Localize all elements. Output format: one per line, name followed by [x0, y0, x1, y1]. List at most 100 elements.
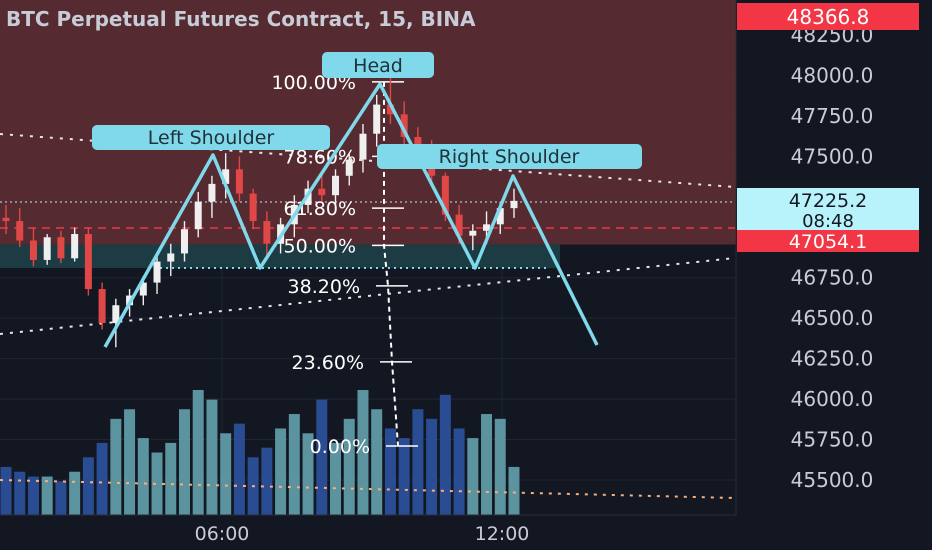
candle [153, 253, 161, 294]
fib-level-label: 38.20% [288, 276, 360, 298]
candle [194, 191, 202, 238]
fib-level-label: 50.00% [284, 235, 356, 257]
candle-timer-text: 08:48 [802, 211, 854, 232]
candle [222, 153, 230, 199]
candle-body [441, 175, 449, 215]
candle-body [483, 224, 491, 231]
volume-bar [467, 438, 479, 515]
left-shoulder-label[interactable]: Left Shoulder [92, 125, 330, 150]
top-price-badge: 48366.8 [737, 3, 919, 30]
candle [235, 156, 243, 202]
candle-body [2, 217, 10, 222]
volume-bar [371, 409, 383, 515]
volume-bar [412, 409, 424, 515]
candle-body [386, 104, 394, 115]
volume-bar [151, 452, 163, 515]
candle [167, 243, 175, 277]
volume-bar [494, 418, 506, 515]
volume-bar [357, 390, 369, 515]
volume-bar [302, 433, 314, 515]
candle [359, 124, 367, 173]
candle [29, 227, 37, 267]
candle [318, 172, 326, 202]
candle-body [400, 114, 408, 137]
price-labels: 48250.048000.047750.047500.047250.047000… [791, 23, 874, 492]
candle-body [43, 237, 51, 260]
fib-level-label: 23.60% [292, 352, 364, 374]
price-label: 45500.0 [791, 468, 874, 492]
candle-body [29, 240, 37, 260]
candle-body [496, 208, 504, 225]
volume-bar [165, 442, 177, 515]
candle [249, 188, 257, 230]
candle [373, 94, 381, 147]
candle [180, 221, 188, 262]
volume-bar [275, 428, 287, 515]
head-label[interactable]: Head [322, 52, 434, 78]
stop-price-badge: 47054.1 [737, 230, 919, 253]
price-label: 45750.0 [791, 428, 874, 452]
candle-body [510, 200, 518, 209]
candle [400, 101, 408, 147]
fib-level-label: 78.60% [284, 146, 356, 168]
volume-bar [384, 428, 396, 515]
volume-bar [14, 471, 26, 515]
volume-bar [481, 414, 493, 515]
time-label-1200: 12:00 [475, 523, 530, 545]
candle-body [455, 214, 463, 236]
volume-bar [0, 466, 12, 515]
candle-body [208, 183, 216, 202]
head-text: Head [353, 55, 403, 77]
volume-bar [426, 418, 438, 515]
price-scale[interactable] [736, 0, 932, 550]
volume-bar [330, 442, 342, 515]
volume-average-line [0, 479, 736, 499]
fib-retracement: 100.00%78.60%61.80%50.00%38.20%23.60%0.0… [271, 72, 418, 458]
volume-bar [82, 457, 94, 515]
volume-bar [439, 394, 451, 515]
volume-bar [137, 438, 149, 515]
price-label: 47750.0 [791, 104, 874, 128]
candle-body [359, 133, 367, 160]
candle-body [57, 237, 65, 259]
stop-loss-zone [0, 0, 736, 245]
chart-title: BTC Perpetual Futures Contract, 15, BINA [6, 7, 476, 31]
candle-body [153, 261, 161, 283]
candle [43, 234, 51, 265]
candle [16, 208, 24, 247]
candle-body [345, 159, 353, 176]
top-price-badge-text: 48366.8 [787, 5, 870, 29]
candle [84, 227, 92, 296]
candle-body [71, 234, 79, 259]
candle [2, 204, 10, 235]
volume-bar [192, 390, 204, 515]
volume-bar [453, 428, 465, 515]
candle-body [84, 234, 92, 290]
candle-body [112, 305, 120, 324]
profit-target-zone [0, 244, 560, 268]
volume-bar [261, 447, 273, 515]
time-label-0600: 06:00 [195, 523, 250, 545]
stop-price-text: 47054.1 [789, 231, 868, 253]
volume-bar [233, 423, 245, 515]
left-shoulder-text: Left Shoulder [148, 127, 275, 149]
volume-bars [0, 390, 520, 515]
volume-bar [41, 476, 53, 515]
candle-body [469, 230, 477, 236]
volume-bar [343, 418, 355, 515]
last-price-badge: 47225.2 08:48 [737, 188, 919, 232]
volume-bar [55, 481, 67, 515]
candle-body [249, 193, 257, 222]
candle [263, 211, 271, 257]
volume-bar [110, 418, 122, 515]
head-shoulders-line[interactable] [103, 82, 599, 348]
candle-body [98, 289, 106, 324]
volume-bar [69, 471, 81, 515]
candle-body [318, 188, 326, 196]
last-price-text: 47225.2 [789, 190, 868, 212]
volume-bar [178, 409, 190, 515]
volume-bar [206, 399, 218, 515]
volume-bar [96, 442, 108, 515]
right-shoulder-label[interactable]: Right Shoulder [377, 144, 642, 169]
